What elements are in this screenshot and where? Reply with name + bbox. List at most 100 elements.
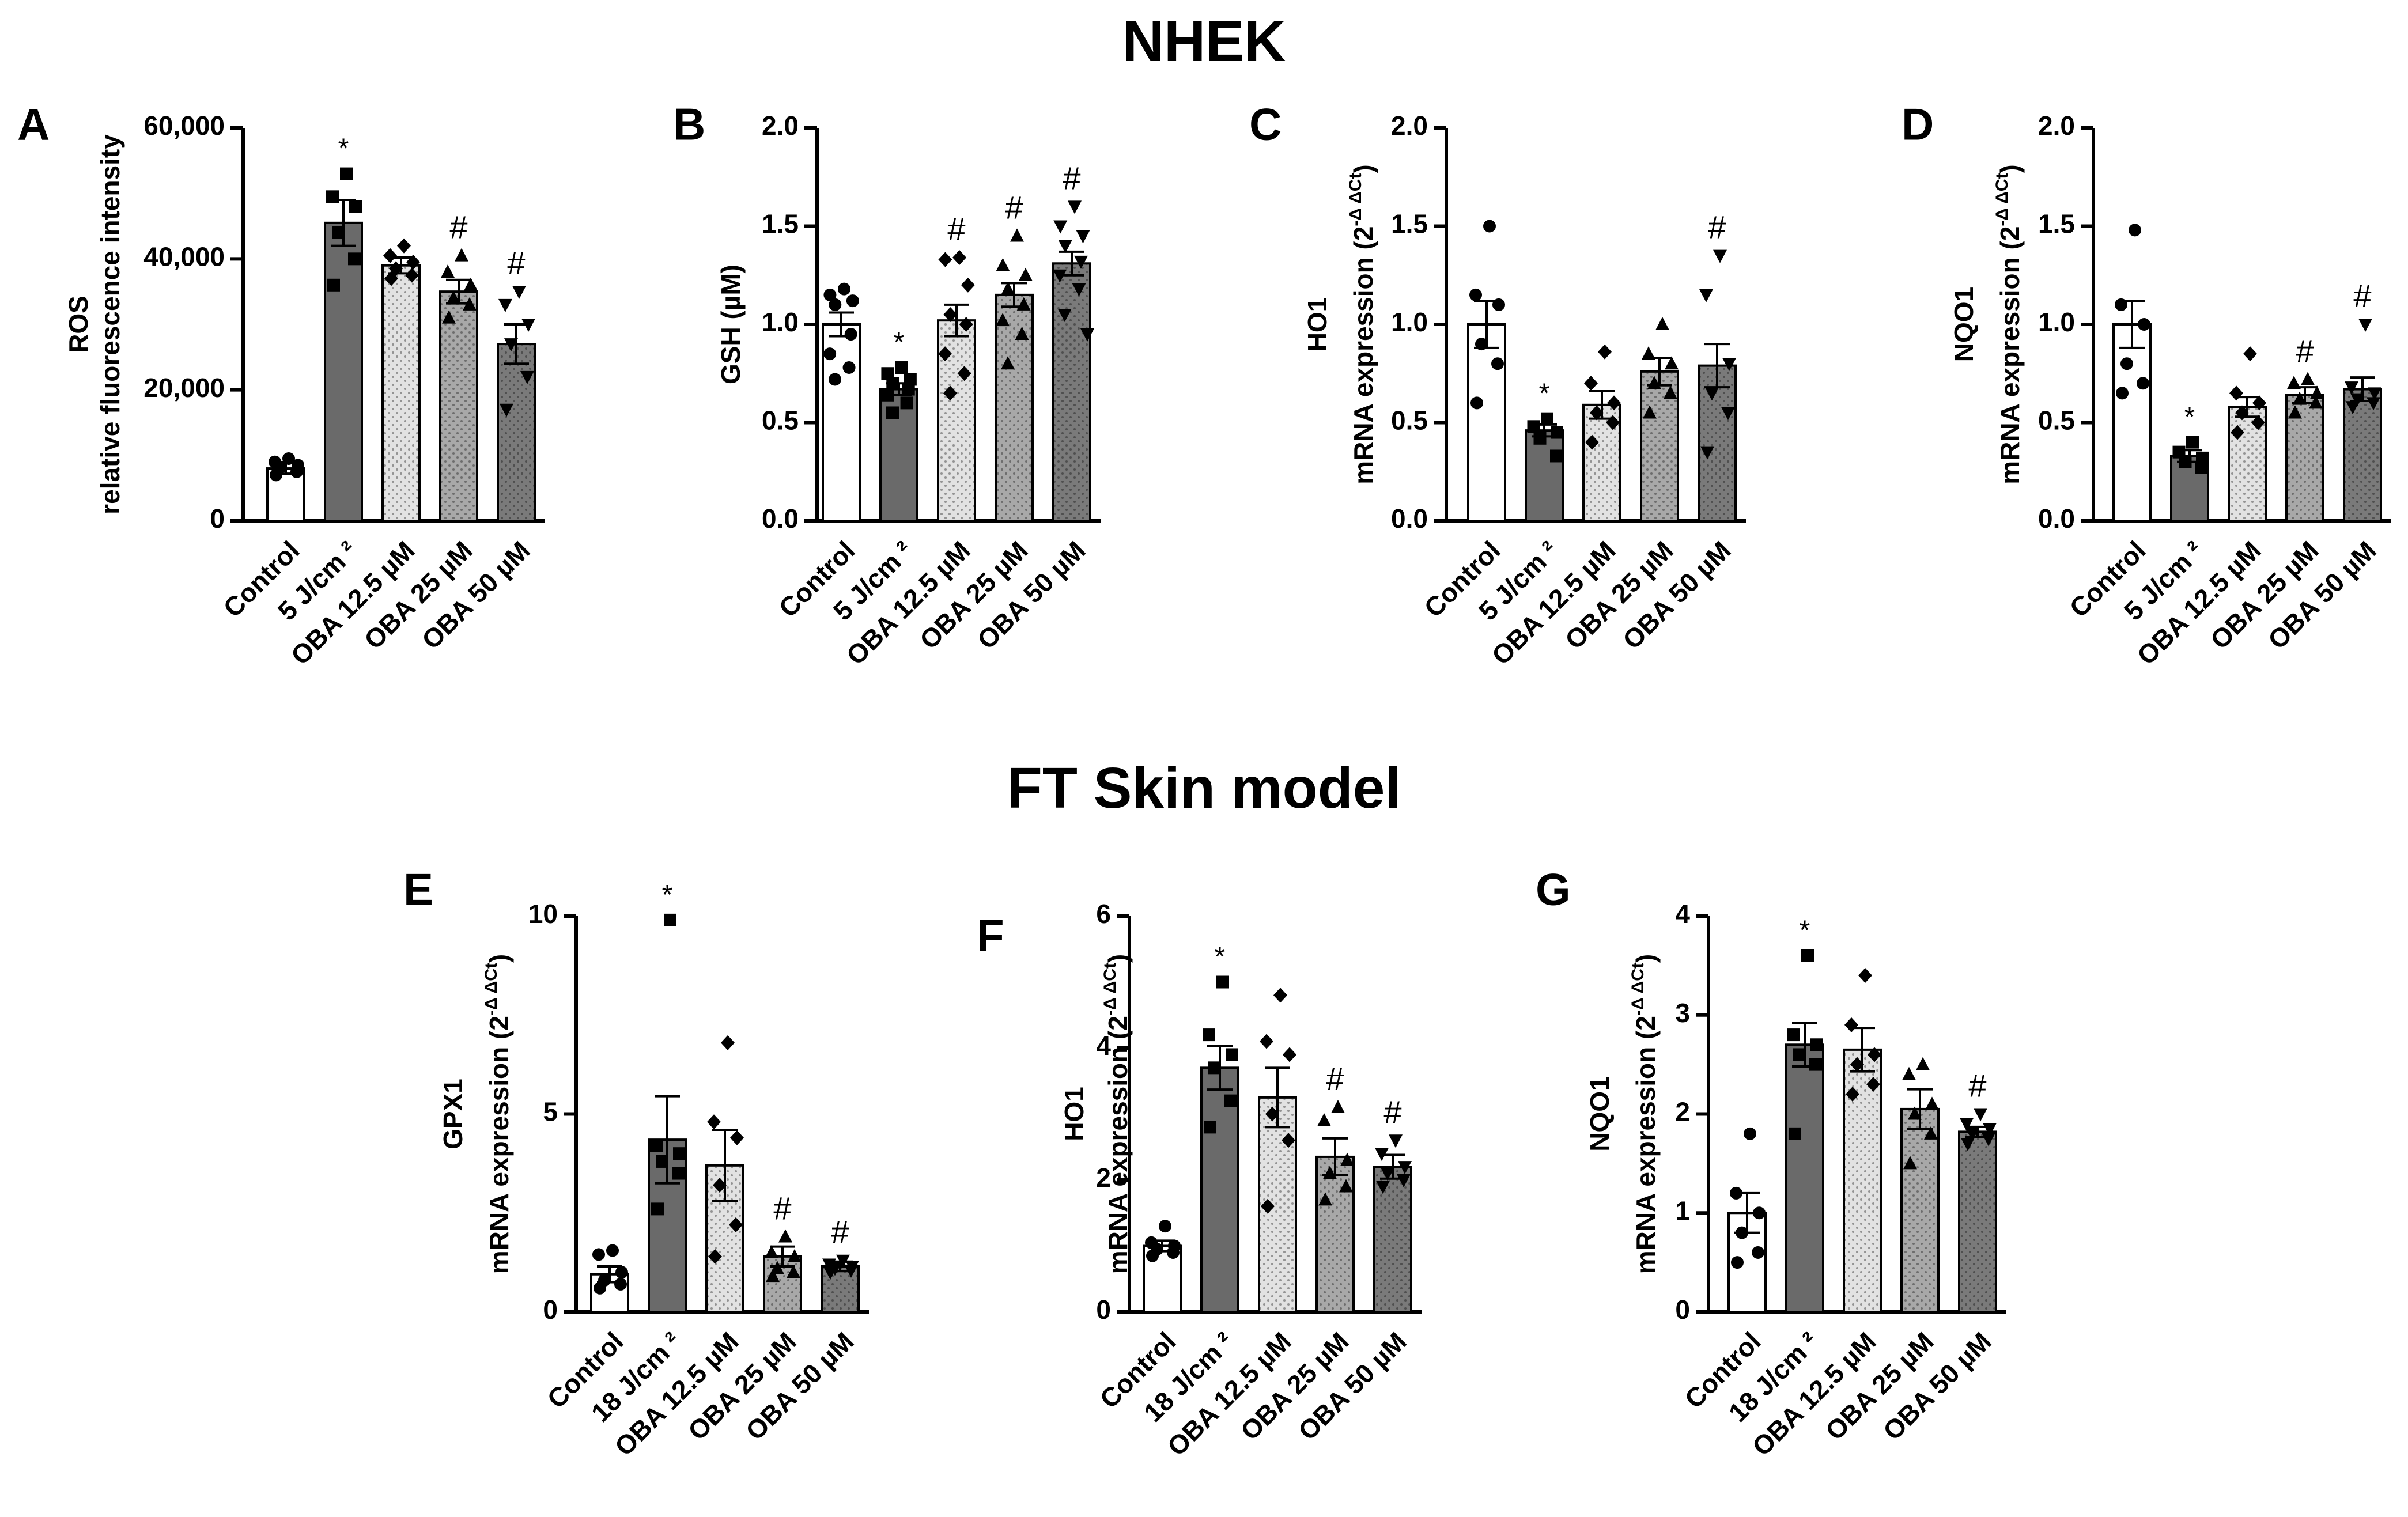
data-point	[842, 361, 856, 374]
y-axis-label: mRNA expression (2-Δ ΔCt)	[1346, 164, 1378, 485]
y-tick-label: 1	[1675, 1196, 1690, 1225]
significance-marker: #	[1383, 1094, 1401, 1130]
chart-panel-a: A 0 20,000 40,000 60,000 ROS relative fluoresc…	[17, 99, 545, 671]
data-point	[1642, 346, 1655, 360]
data-point	[441, 264, 455, 278]
data-point	[615, 1266, 628, 1279]
y-tick-label: 3	[1675, 998, 1690, 1028]
significance-marker: *	[2184, 402, 2195, 433]
data-point	[1340, 1152, 1354, 1166]
data-point	[521, 319, 535, 332]
bar-pattern	[384, 266, 418, 520]
data-point	[1053, 269, 1067, 283]
data-point	[886, 377, 899, 390]
y-tick-label: 0.0	[762, 504, 799, 534]
data-point	[1721, 407, 1735, 421]
bar	[2112, 323, 2152, 522]
y-tick-label: 1.0	[2038, 307, 2075, 337]
data-point	[1753, 1206, 1766, 1220]
y-tick-label: 2	[1096, 1163, 1111, 1193]
data-point	[2293, 391, 2307, 405]
data-point	[1283, 1047, 1296, 1062]
data-point	[500, 403, 513, 417]
data-point	[1731, 1256, 1744, 1269]
data-point	[406, 255, 420, 270]
data-point	[1960, 1118, 1974, 1132]
y-axis-label: NQO1	[1949, 287, 1979, 362]
bar	[324, 221, 363, 523]
panel-label: D	[1902, 99, 1934, 150]
data-point	[766, 1269, 780, 1283]
data-point	[1844, 1017, 1858, 1032]
data-point	[788, 1249, 802, 1262]
data-point	[2287, 376, 2301, 389]
data-point	[823, 288, 837, 301]
data-point	[1752, 1246, 1764, 1259]
data-point	[729, 1217, 743, 1232]
data-point	[1810, 1038, 1823, 1051]
significance-marker: #	[773, 1190, 791, 1226]
data-point	[1469, 288, 1482, 301]
data-point	[383, 248, 397, 263]
data-point	[1983, 1123, 1997, 1137]
significance-marker: #	[1708, 209, 1726, 245]
data-point	[1058, 240, 1072, 254]
significance-marker: #	[1968, 1068, 1986, 1104]
data-point	[1015, 327, 1029, 341]
data-point	[961, 277, 975, 293]
data-point	[1705, 387, 1719, 401]
data-point	[959, 317, 973, 332]
data-point	[270, 468, 282, 482]
data-point	[2138, 318, 2150, 331]
y-axis-label: HO1	[1059, 1087, 1089, 1141]
data-point	[1643, 405, 1657, 419]
data-point	[1533, 432, 1547, 445]
y-tick-label: 1.5	[1391, 209, 1428, 239]
data-point	[1204, 1121, 1216, 1134]
data-point	[1001, 356, 1015, 370]
bar-pattern	[2345, 390, 2380, 520]
y-axis-label: mRNA expression (2-Δ ΔCt)	[1628, 954, 1661, 1274]
data-point	[829, 298, 842, 311]
data-point	[1375, 1148, 1389, 1162]
data-point	[1846, 1087, 1859, 1102]
y-tick-label: 2.0	[2038, 111, 2075, 141]
data-point	[397, 238, 411, 254]
data-point	[943, 307, 958, 322]
data-point	[1700, 446, 1714, 460]
data-point	[464, 277, 478, 291]
y-tick-label: 0.5	[2038, 406, 2075, 436]
data-point	[1902, 1066, 1916, 1080]
data-point	[1146, 1249, 1159, 1262]
data-point	[770, 1261, 784, 1274]
y-tick-label: 4	[1675, 899, 1690, 929]
data-point	[520, 370, 534, 384]
data-point	[846, 294, 859, 308]
data-point	[823, 1266, 837, 1280]
data-point	[2137, 377, 2149, 390]
data-point	[594, 1281, 606, 1295]
data-point	[2243, 346, 2257, 362]
data-point	[1381, 1167, 1394, 1181]
y-tick-label: 4	[1096, 1031, 1111, 1061]
y-tick-label: 0.5	[762, 406, 799, 436]
significance-marker: *	[1539, 379, 1550, 409]
y-axis-label: HO1	[1302, 297, 1332, 352]
y-tick-label: 2	[1675, 1097, 1690, 1127]
data-point	[664, 913, 676, 926]
data-point	[1550, 449, 1563, 463]
data-point	[1858, 968, 1872, 983]
y-tick-label: 10	[528, 899, 558, 929]
data-point	[1265, 1106, 1279, 1122]
data-point	[2179, 455, 2192, 468]
panel-label: C	[1249, 99, 1282, 150]
data-point	[405, 267, 419, 283]
data-point	[1866, 1076, 1880, 1092]
y-tick-label: 1.0	[762, 307, 799, 337]
section-title-nhek: NHEK	[1122, 9, 1286, 74]
y-tick-label: 1.5	[762, 209, 799, 239]
y-tick-label: 0	[1675, 1295, 1690, 1325]
data-point	[721, 1035, 735, 1050]
data-point	[1736, 1226, 1748, 1239]
